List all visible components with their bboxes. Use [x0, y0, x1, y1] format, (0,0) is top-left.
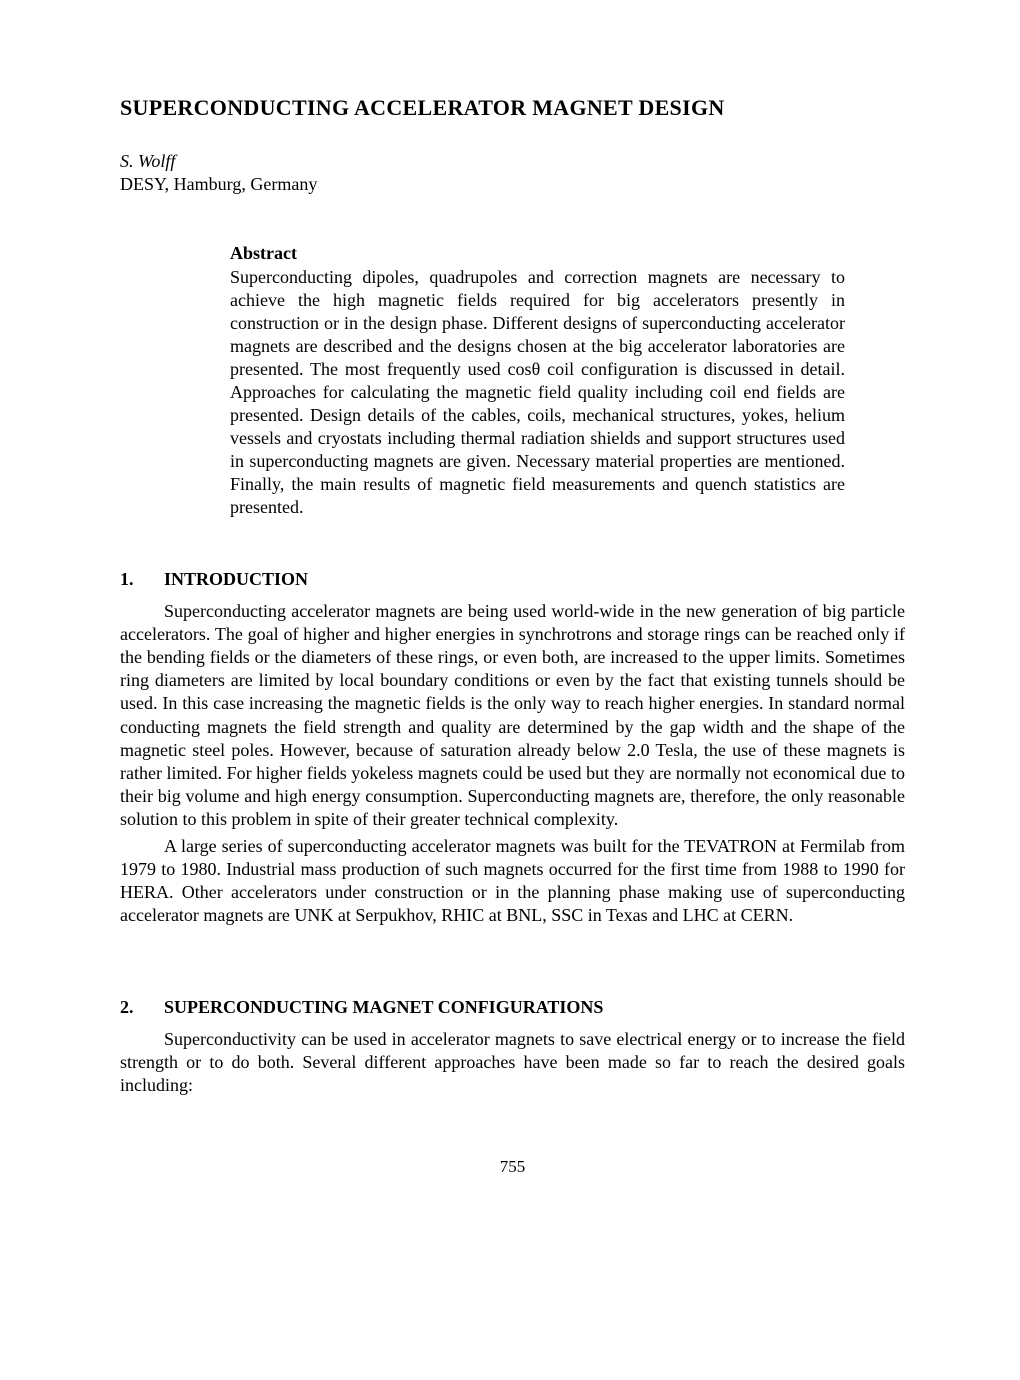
abstract-block: Abstract Superconducting dipoles, quadru… — [230, 243, 845, 519]
page-number: 755 — [120, 1157, 905, 1177]
section-1-title: INTRODUCTION — [164, 569, 308, 589]
section-1-heading: 1.INTRODUCTION — [120, 569, 905, 590]
abstract-heading: Abstract — [230, 243, 845, 264]
page-container: SUPERCONDUCTING ACCELERATOR MAGNET DESIG… — [0, 0, 1020, 1217]
spacer — [120, 931, 905, 969]
section-1-paragraph-1: Superconducting accelerator magnets are … — [120, 600, 905, 830]
section-2-heading: 2.SUPERCONDUCTING MAGNET CONFIGURATIONS — [120, 997, 905, 1018]
author-affiliation: DESY, Hamburg, Germany — [120, 174, 905, 195]
section-1-paragraph-2: A large series of superconducting accele… — [120, 835, 905, 927]
section-2-title: SUPERCONDUCTING MAGNET CONFIGURATIONS — [164, 997, 603, 1017]
author-name: S. Wolff — [120, 151, 905, 172]
section-2-paragraph-1: Superconductivity can be used in acceler… — [120, 1028, 905, 1097]
section-1-number: 1. — [120, 569, 164, 590]
section-2-number: 2. — [120, 997, 164, 1018]
abstract-text: Superconducting dipoles, quadrupoles and… — [230, 266, 845, 519]
document-title: SUPERCONDUCTING ACCELERATOR MAGNET DESIG… — [120, 95, 905, 121]
